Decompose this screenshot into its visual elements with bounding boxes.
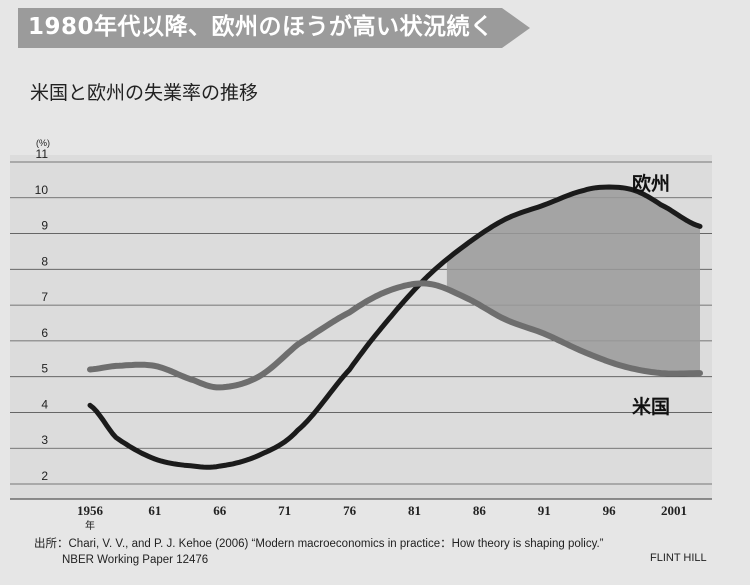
y-tick-label-2: 2 bbox=[41, 469, 48, 483]
x-tick-label-91: 91 bbox=[538, 503, 551, 518]
x-tick-label-86: 86 bbox=[473, 503, 487, 518]
source-paper: NBER Working Paper 12476 bbox=[62, 554, 209, 566]
y-tick-label-7: 7 bbox=[41, 290, 48, 304]
x-tick-label-61: 61 bbox=[148, 503, 161, 518]
y-unit-label: (%) bbox=[36, 138, 50, 148]
y-tick-label-3: 3 bbox=[41, 433, 48, 447]
x-tick-label-81: 81 bbox=[408, 503, 421, 518]
header-title: 1980年代以降、欧州のほうが高い状況続く bbox=[28, 14, 494, 40]
source-note: 出所：Chari, V. V., and P. J. Kehoe (2006) … bbox=[34, 536, 634, 568]
y-tick-label-5: 5 bbox=[41, 362, 48, 376]
chart-title: 米国と欧州の失業率の推移 bbox=[30, 82, 259, 104]
series-line-europe bbox=[87, 184, 703, 470]
y-tick-label-10: 10 bbox=[35, 183, 49, 197]
series-line-us bbox=[87, 280, 703, 391]
source-label: 出所： bbox=[34, 538, 69, 550]
x-tick-label-1956: 1956 bbox=[77, 503, 104, 518]
y-tick-label-4: 4 bbox=[41, 397, 48, 411]
gap-shading bbox=[446, 187, 700, 374]
source-citation: Chari, V. V., and P. J. Kehoe (2006) “Mo… bbox=[68, 538, 604, 550]
x-tick-label-2001: 2001 bbox=[661, 503, 687, 518]
y-tick-label-6: 6 bbox=[41, 326, 48, 340]
x-tick-label-96: 96 bbox=[603, 503, 617, 518]
x-unit-label: 年 bbox=[85, 519, 95, 530]
image-credit: FLINT HILL bbox=[650, 552, 707, 564]
y-tick-label-8: 8 bbox=[41, 254, 48, 268]
x-tick-label-76: 76 bbox=[343, 503, 357, 518]
x-tick-label-66: 66 bbox=[213, 503, 227, 518]
y-tick-label-9: 9 bbox=[41, 219, 48, 233]
header-banner bbox=[18, 8, 530, 48]
x-tick-label-71: 71 bbox=[278, 503, 291, 518]
y-tick-label-11: 11 bbox=[36, 147, 49, 161]
series-label-us: 米国 bbox=[632, 395, 670, 418]
line-chart: 2 3 4 5 6 7 8 9 10 11(%) 1956 61 66 71 76 81 86 91 96 2001 年… bbox=[10, 138, 712, 530]
series-label-europe: 欧州 bbox=[632, 172, 670, 195]
